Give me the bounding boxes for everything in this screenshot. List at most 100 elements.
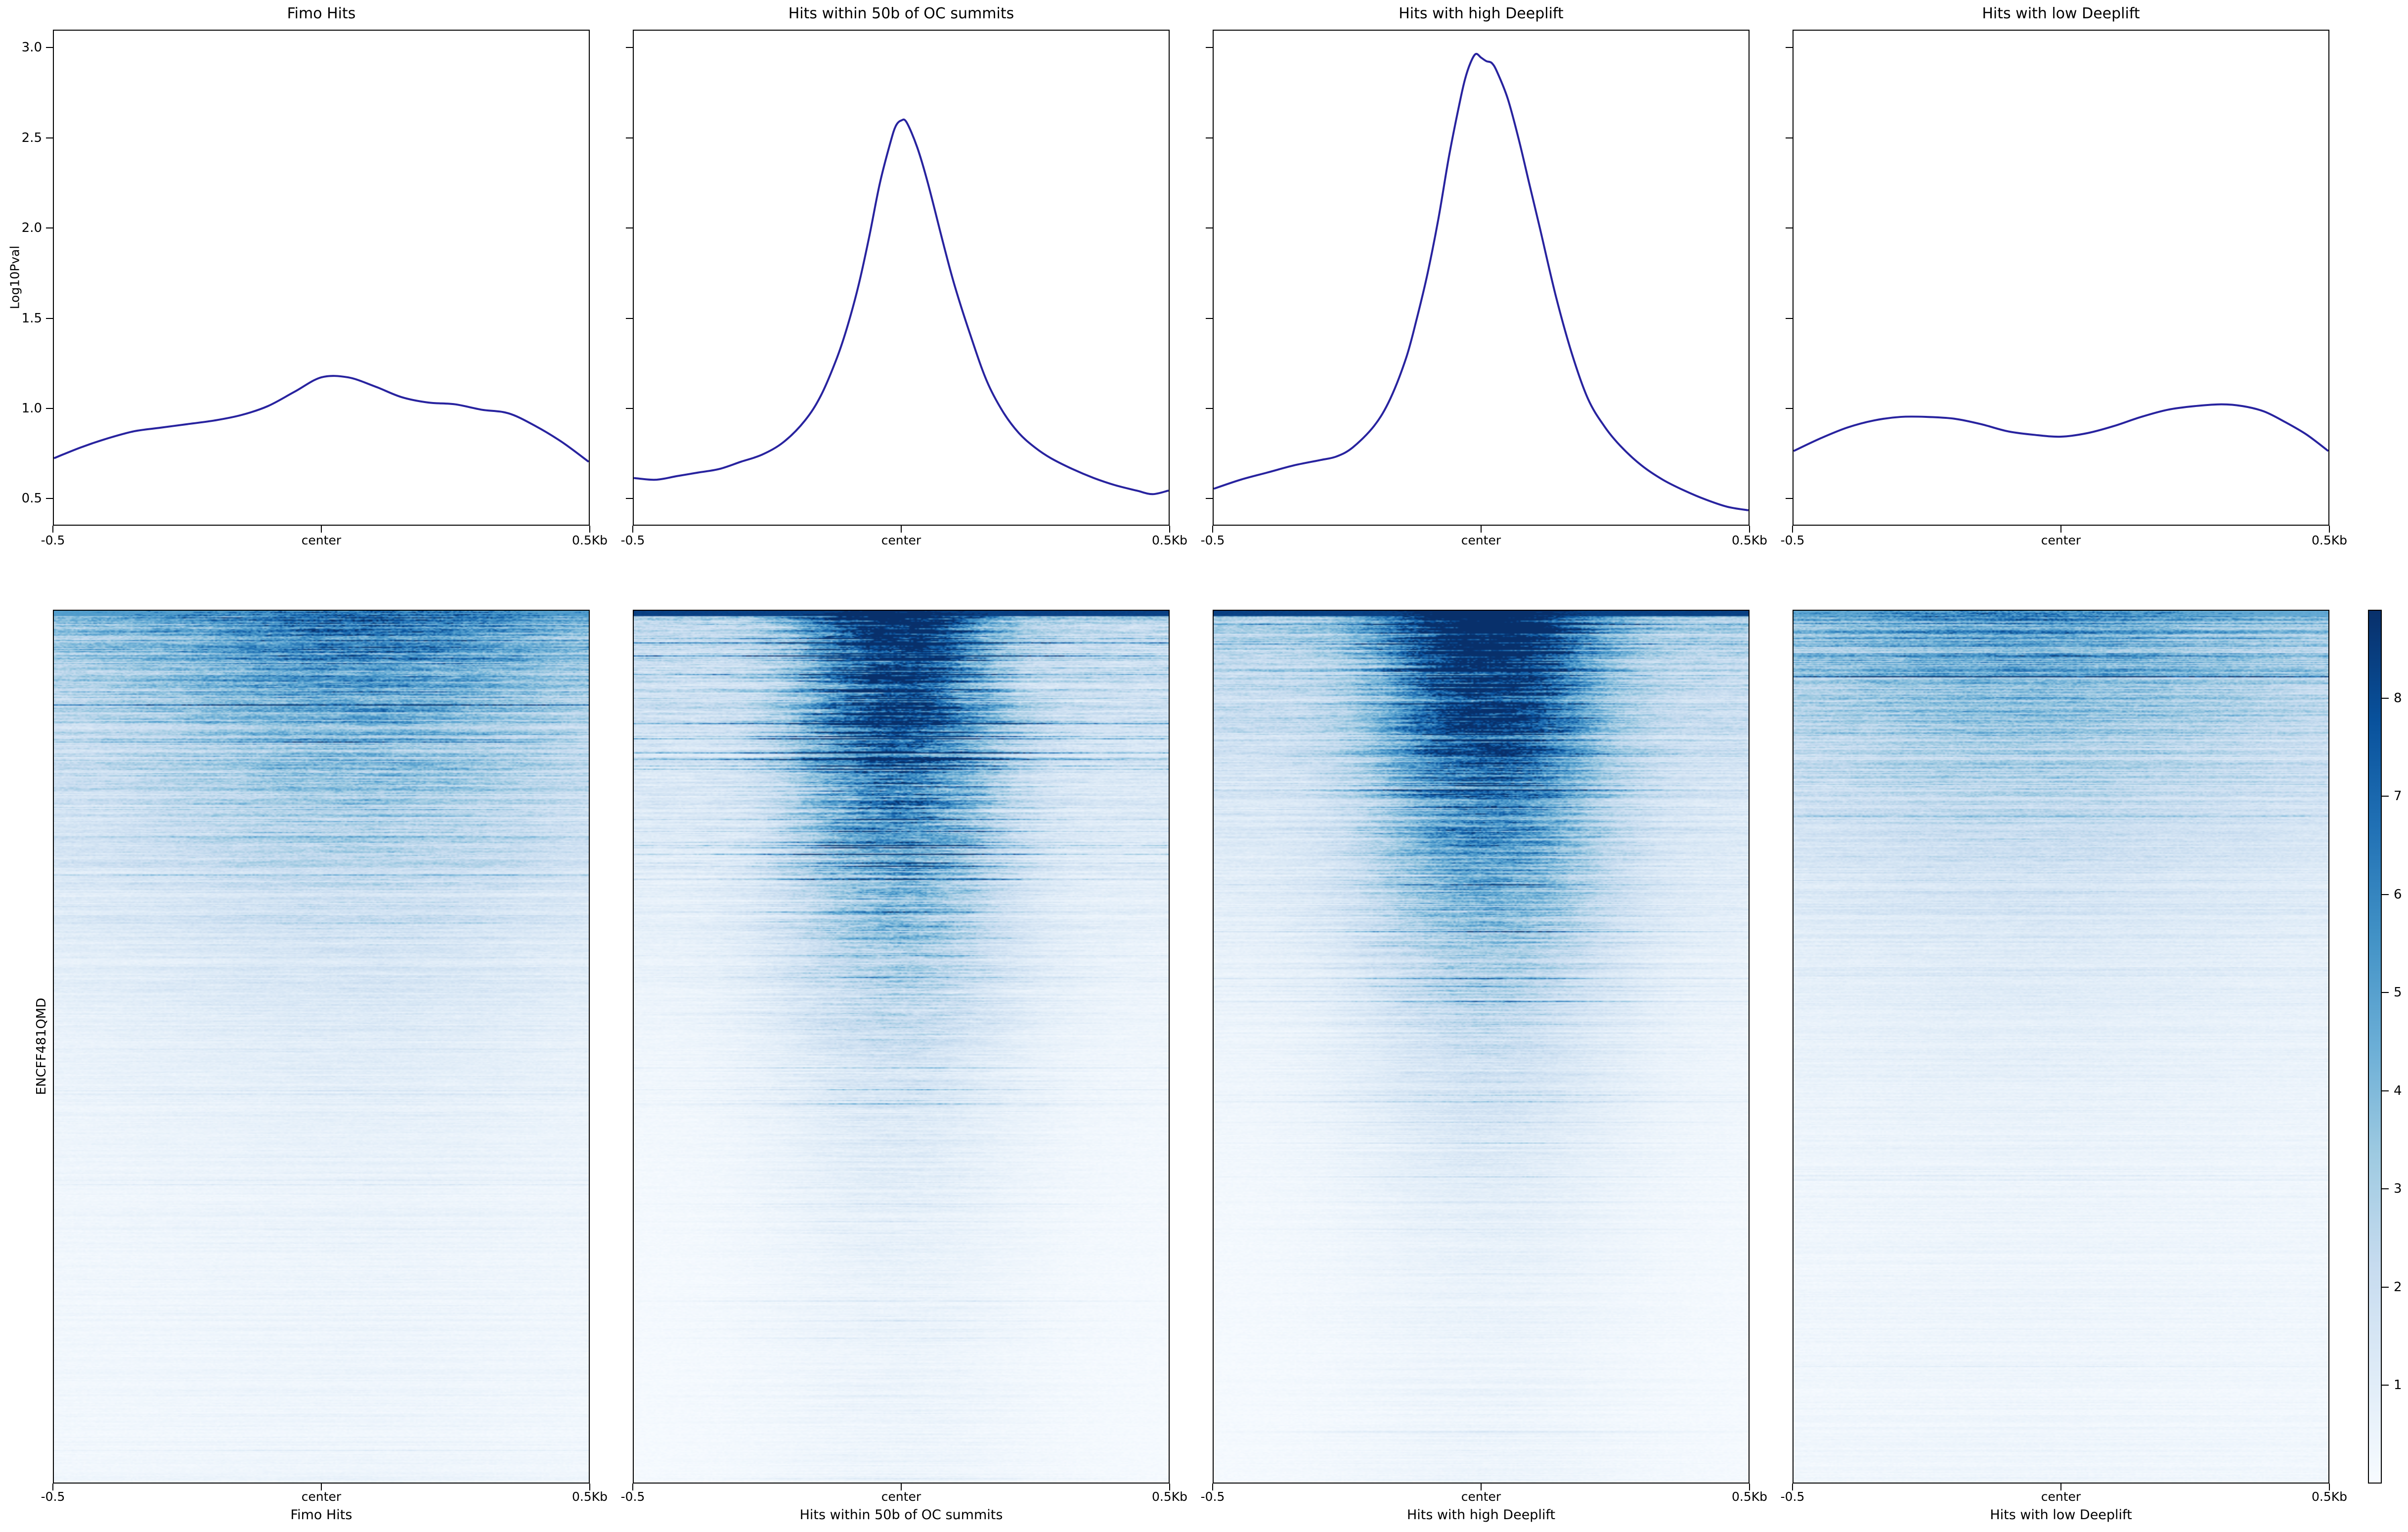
profile-curve xyxy=(634,118,1169,496)
colorbar-tick-label: 4 xyxy=(2394,1083,2402,1098)
x-tick-label-left: -0.5 xyxy=(620,533,645,547)
heatmap-panel-oc-summits: -0.5 center 0.5Kb Hits within 50b of OC … xyxy=(621,0,1187,1532)
tick-mark xyxy=(1786,317,1793,319)
colorbar-tick-label: 8 xyxy=(2394,690,2402,706)
y-tick-label: 2.0 xyxy=(21,221,42,236)
tick-mark xyxy=(626,47,633,48)
x-tick-label-center: center xyxy=(1461,533,1501,547)
y-tick-label: 1.5 xyxy=(21,311,42,326)
tick-mark xyxy=(46,407,53,409)
tick-mark xyxy=(1481,1484,1482,1490)
heatmap-x-tick-label-left: -0.5 xyxy=(41,1489,65,1504)
profile-curve xyxy=(1794,403,2328,452)
tick-mark xyxy=(1749,1484,1750,1490)
x-tick-label-left: -0.5 xyxy=(1780,533,1805,547)
tick-mark xyxy=(1206,317,1213,319)
tick-mark xyxy=(2382,992,2389,993)
tick-mark xyxy=(1786,407,1793,409)
tick-mark xyxy=(589,1484,590,1490)
x-tick-label-right: 0.5Kb xyxy=(2311,533,2348,547)
tick-mark xyxy=(1169,1484,1170,1490)
heatmap-canvas-high-deeplift xyxy=(1214,611,1749,1483)
tick-mark xyxy=(1786,227,1793,229)
colorbar-tick-label: 2 xyxy=(2394,1279,2402,1295)
profile-title-oc-summits: Hits within 50b of OC summits xyxy=(788,5,1014,22)
x-tick-label-right: 0.5Kb xyxy=(1731,533,1768,547)
heatmap-x-tick-label-center: center xyxy=(301,1489,342,1504)
tick-mark xyxy=(1206,227,1213,229)
colorbar-gradient xyxy=(2369,611,2381,1483)
tick-mark xyxy=(901,1484,902,1490)
tick-mark xyxy=(2382,1286,2389,1288)
tick-mark xyxy=(626,317,633,319)
tick-mark xyxy=(46,227,53,229)
panel-high-deeplift: Hits with high Deeplift -0.5 center 0.5K… xyxy=(1201,0,1767,1532)
heatmap-x-tick-label-center: center xyxy=(2041,1489,2081,1504)
tick-mark xyxy=(1206,498,1213,499)
tick-mark xyxy=(632,1484,633,1490)
profile-line-chart-oc-summits xyxy=(634,118,1169,496)
heatmap-fimo-hits xyxy=(53,610,590,1484)
heatmap-x-tick-label-right: 0.5Kb xyxy=(1151,1489,1188,1504)
tick-mark xyxy=(901,526,902,533)
heatmap-high-deeplift xyxy=(1213,610,1750,1484)
x-tick-label-right: 0.5Kb xyxy=(571,533,608,547)
tick-mark xyxy=(2060,526,2061,533)
tick-mark xyxy=(52,1484,53,1490)
heatmap-x-tick-label-right: 0.5Kb xyxy=(571,1489,608,1504)
tick-mark xyxy=(589,526,590,533)
y-tick-label: 1.0 xyxy=(21,401,42,416)
tick-mark xyxy=(2382,1188,2389,1190)
tick-mark xyxy=(2329,1484,2330,1490)
tick-mark xyxy=(46,47,53,48)
tick-mark xyxy=(632,526,633,533)
x-tick-label-center: center xyxy=(301,533,342,547)
heatmap-xlabel-low-deeplift: Hits with low Deeplift xyxy=(1990,1507,2132,1523)
profile-plot-fimo-hits xyxy=(53,30,590,526)
colorbar-tick-label: 6 xyxy=(2394,887,2402,902)
colorbar-tick-label: 7 xyxy=(2394,789,2402,804)
profile-plot-low-deeplift xyxy=(1793,30,2329,526)
x-tick-label-right: 0.5Kb xyxy=(1151,533,1188,547)
tick-mark xyxy=(2382,697,2389,699)
profile-title-low-deeplift: Hits with low Deeplift xyxy=(1982,5,2140,22)
heatmap-x-tick-label-right: 0.5Kb xyxy=(1731,1489,1768,1504)
tick-mark xyxy=(626,137,633,138)
x-tick-label-left: -0.5 xyxy=(41,533,65,547)
x-tick-label-left: -0.5 xyxy=(1200,533,1225,547)
heatmap-canvas-low-deeplift xyxy=(1794,611,2328,1483)
heatmap-xlabel-high-deeplift: Hits with high Deeplift xyxy=(1406,1507,1556,1523)
colorbar xyxy=(2368,610,2382,1484)
tick-mark xyxy=(46,498,53,499)
y-axis-label: Log10Pval xyxy=(7,245,22,310)
heatmap-low-deeplift xyxy=(1793,610,2329,1484)
heatmap-panel-low-deeplift: -0.5 center 0.5Kb Hits with low Deeplift xyxy=(1781,0,2347,1532)
tick-mark xyxy=(1206,137,1213,138)
heatmap-x-tick-label-left: -0.5 xyxy=(1780,1489,1805,1504)
tick-mark xyxy=(52,526,53,533)
tick-mark xyxy=(2382,1090,2389,1091)
panel-fimo-hits: Fimo Hits -0.5 center 0.5Kb 3.0 2.5 2.0 … xyxy=(22,0,608,1532)
heatmap-row-label: ENCFF481QMD xyxy=(34,997,49,1095)
profile-line-chart-high-deeplift xyxy=(1214,52,1749,511)
tick-mark xyxy=(2382,894,2389,895)
tick-mark xyxy=(2329,526,2330,533)
tick-mark xyxy=(46,137,53,138)
heatmap-x-tick-label-right: 0.5Kb xyxy=(2311,1489,2348,1504)
colorbar-tick-label: 1 xyxy=(2394,1378,2402,1393)
colorbar-tick-label: 3 xyxy=(2394,1181,2402,1197)
tick-mark xyxy=(1792,526,1793,533)
tick-mark xyxy=(1212,1484,1213,1490)
tick-mark xyxy=(1481,526,1482,533)
heatmap-xlabel-oc-summits: Hits within 50b of OC summits xyxy=(799,1507,1003,1523)
y-tick-label: 2.5 xyxy=(21,130,42,145)
heatmap-canvas-fimo-hits xyxy=(54,611,589,1483)
x-tick-label-center: center xyxy=(2041,533,2081,547)
profile-curve xyxy=(1214,52,1749,511)
colorbar-tick-label: 5 xyxy=(2394,985,2402,1000)
heatmap-panel-fimo-hits: -0.5 center 0.5Kb Fimo Hits xyxy=(41,0,608,1532)
tick-mark xyxy=(1786,498,1793,499)
heatmap-x-tick-label-center: center xyxy=(1461,1489,1501,1504)
heatmap-oc-summits xyxy=(633,610,1170,1484)
